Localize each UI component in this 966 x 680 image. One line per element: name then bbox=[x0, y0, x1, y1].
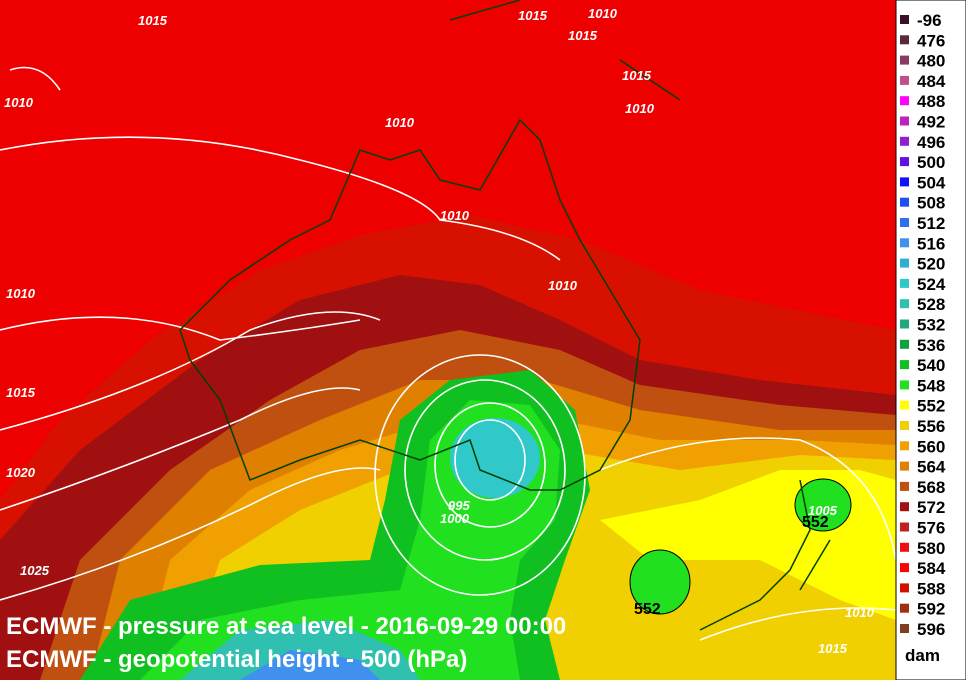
contour-label: 1015 bbox=[568, 28, 598, 43]
legend-swatch bbox=[900, 15, 909, 24]
legend-label: 560 bbox=[917, 437, 945, 456]
legend-label: 568 bbox=[917, 478, 945, 497]
legend-swatch bbox=[900, 481, 909, 491]
contour-labels: 1015 1015 1010 1015 1015 1010 1010 1010 1010 1010… bbox=[4, 6, 875, 656]
contour-label: 1000 bbox=[440, 511, 470, 526]
contour-label: 1010 bbox=[548, 278, 578, 293]
legend-swatch bbox=[900, 136, 909, 146]
contour-label: 1025 bbox=[20, 563, 50, 578]
legend-label: 540 bbox=[917, 356, 945, 375]
contour-label: 1010 bbox=[845, 605, 875, 620]
legend-label: 588 bbox=[917, 579, 945, 598]
legend-swatch bbox=[900, 197, 909, 207]
contour-label: 1015 bbox=[818, 641, 848, 656]
contour-label: 1010 bbox=[6, 286, 36, 301]
legend-swatch bbox=[900, 218, 909, 227]
legend-label: 524 bbox=[917, 275, 946, 294]
legend-swatch bbox=[900, 502, 909, 512]
legend-label: 596 bbox=[917, 620, 945, 639]
legend-swatch bbox=[900, 421, 909, 430]
legend-swatch bbox=[900, 461, 909, 471]
coastline bbox=[179, 0, 831, 631]
legend-label: 480 bbox=[917, 52, 945, 71]
legend-swatch bbox=[900, 177, 909, 187]
legend-label: 552 bbox=[917, 397, 945, 416]
caption: ECMWF - geopotential height - 500 (hPa) bbox=[6, 646, 467, 673]
legend-swatch bbox=[900, 380, 909, 390]
legend-unit: dam bbox=[905, 646, 940, 665]
legend-label: 584 bbox=[917, 559, 946, 578]
legend-label: 520 bbox=[917, 255, 945, 274]
legend-label: 528 bbox=[917, 295, 945, 314]
contour-label: 552 bbox=[634, 601, 661, 618]
legend-label: -96 bbox=[917, 11, 942, 30]
legend-label: 496 bbox=[917, 133, 945, 152]
legend: -964764804844884924965005045085125165205… bbox=[900, 11, 946, 665]
contour-label: 1010 bbox=[588, 6, 618, 21]
isobars bbox=[0, 66, 897, 641]
legend-label: 500 bbox=[917, 153, 945, 172]
legend-swatch bbox=[900, 624, 909, 633]
contour-label: 1015 bbox=[518, 8, 548, 23]
contour-label: 995 bbox=[448, 498, 470, 513]
legend-label: 484 bbox=[917, 72, 946, 91]
legend-swatch bbox=[900, 278, 909, 288]
contour-label: 1010 bbox=[625, 101, 655, 116]
legend-label: 548 bbox=[917, 376, 945, 395]
legend-label: 508 bbox=[917, 194, 945, 213]
contour-label: 552 bbox=[802, 514, 829, 531]
legend-swatch bbox=[900, 542, 909, 552]
legend-label: 492 bbox=[917, 113, 945, 132]
contour-label: 1020 bbox=[6, 465, 36, 480]
legend-swatch bbox=[900, 441, 909, 451]
contour-label: 1010 bbox=[440, 208, 470, 223]
legend-label: 516 bbox=[917, 234, 945, 253]
legend-label: 512 bbox=[917, 214, 945, 233]
legend-label: 576 bbox=[917, 519, 945, 538]
legend-swatch bbox=[900, 360, 909, 370]
legend-swatch bbox=[900, 35, 909, 45]
caption: ECMWF - pressure at sea level - 2016-09-… bbox=[6, 613, 566, 640]
legend-label: 580 bbox=[917, 539, 945, 558]
legend-swatch bbox=[900, 157, 909, 167]
legend-label: 476 bbox=[917, 31, 945, 50]
legend-swatch bbox=[900, 583, 909, 593]
legend-swatch bbox=[900, 238, 909, 248]
legend-label: 504 bbox=[917, 173, 946, 192]
legend-label: 488 bbox=[917, 92, 945, 111]
legend-label: 532 bbox=[917, 316, 945, 335]
legend-label: 572 bbox=[917, 498, 945, 517]
contour-label: 1010 bbox=[385, 115, 415, 130]
legend-swatch bbox=[900, 319, 909, 329]
contour-label: 1010 bbox=[4, 95, 34, 110]
legend-label: 556 bbox=[917, 417, 945, 436]
contour-label: 1015 bbox=[6, 385, 36, 400]
legend-label: 536 bbox=[917, 336, 945, 355]
contour-label: 1015 bbox=[622, 68, 652, 83]
legend-label: 592 bbox=[917, 600, 945, 619]
contour-label: 1015 bbox=[138, 13, 168, 28]
legend-swatch bbox=[900, 55, 909, 65]
legend-swatch bbox=[900, 116, 909, 126]
legend-swatch bbox=[900, 96, 909, 106]
legend-swatch bbox=[900, 400, 909, 410]
legend-swatch bbox=[900, 522, 909, 532]
legend-swatch bbox=[900, 603, 909, 613]
legend-swatch bbox=[900, 563, 909, 573]
contour-label: 1005 bbox=[808, 503, 838, 518]
legend-label: 564 bbox=[917, 458, 946, 477]
legend-swatch bbox=[900, 299, 909, 309]
legend-swatch bbox=[900, 339, 909, 349]
height-bands bbox=[0, 215, 896, 680]
legend-swatch bbox=[900, 75, 909, 85]
legend-swatch bbox=[900, 258, 909, 268]
